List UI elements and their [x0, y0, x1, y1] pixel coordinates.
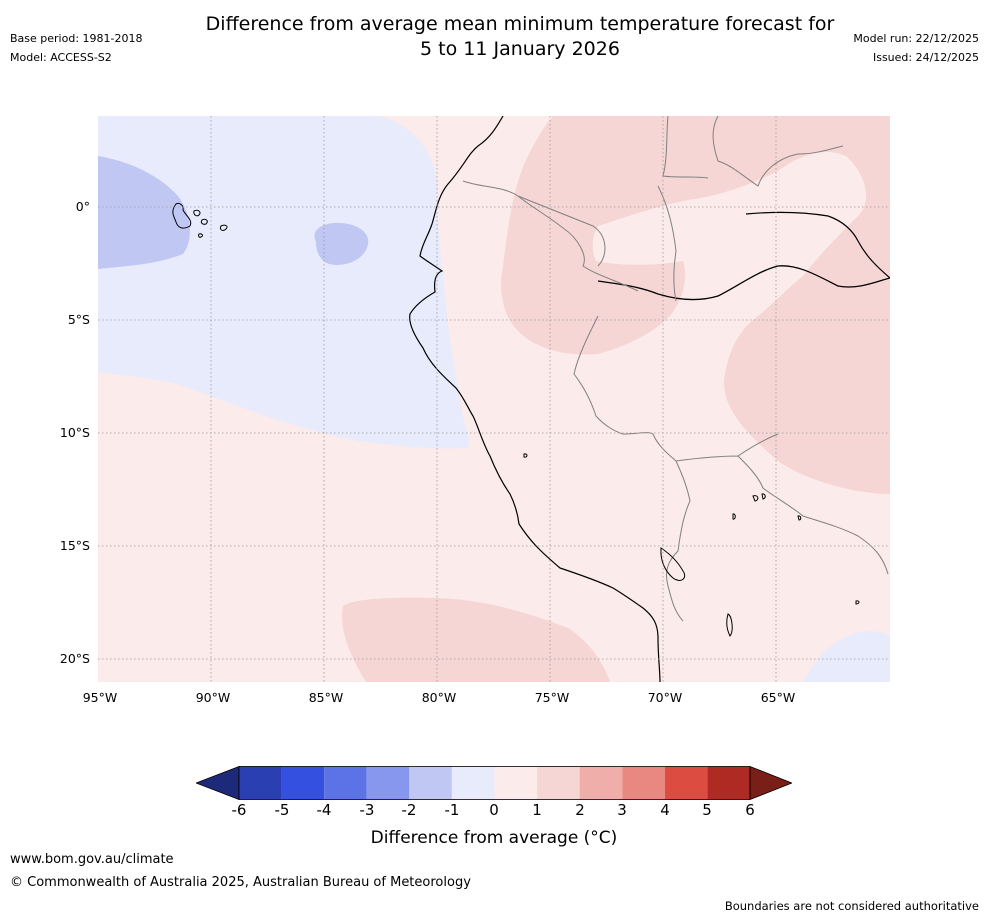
region-cool-southeast [804, 631, 890, 682]
lat-label-15s: 15°S [59, 538, 90, 553]
small-lakes [523, 453, 860, 637]
colorbar-cell [239, 766, 282, 800]
footer-url[interactable]: www.bom.gov.au/climate [10, 852, 174, 867]
chart-title: Difference from average mean minimum tem… [0, 12, 988, 62]
colorbar-cell [324, 766, 367, 800]
lake-4 [732, 513, 736, 520]
lon-label-90w: 90°W [195, 690, 231, 705]
lon-label-80w: 80°W [421, 690, 457, 705]
colorbar-extend-low [196, 766, 240, 800]
colorbar-tick: 6 [745, 801, 755, 819]
lake-titicaca [660, 547, 686, 581]
title-line-2: 5 to 11 January 2026 [420, 38, 620, 60]
lake-6 [855, 600, 860, 605]
lon-label-75w: 75°W [534, 690, 570, 705]
lat-label-20s: 20°S [59, 651, 90, 666]
lat-label-0: 0° [75, 199, 90, 214]
coastline-galapagos-4 [220, 224, 228, 231]
model-name: Model: ACCESS-S2 [10, 51, 112, 64]
region-warm-south-pacific [342, 597, 610, 682]
colorbar-tick: 2 [575, 801, 585, 819]
river-upper-amazon [745, 211, 890, 279]
coastline-galapagos-5 [198, 233, 203, 238]
lon-label-70w: 70°W [647, 690, 683, 705]
colorbar-cell [622, 766, 665, 800]
colorbar-tick: -6 [231, 801, 247, 819]
colorbar [196, 766, 792, 800]
colorbar-tick: 3 [617, 801, 627, 819]
colorbar-tick: -2 [401, 801, 417, 819]
coastline-galapagos-2 [193, 209, 201, 217]
colorbar-tick: -1 [444, 801, 460, 819]
region-cool-pacific [98, 116, 470, 449]
colorbar-cell [494, 766, 538, 800]
lake-1 [523, 453, 528, 458]
colorbar-cell [579, 766, 623, 800]
colorbar-tick: 1 [532, 801, 542, 819]
region-warm-amazon [501, 116, 890, 494]
colorbar-cell [451, 766, 495, 800]
colorbar-cell [281, 766, 325, 800]
lat-label-5s: 5°S [67, 312, 90, 327]
region-cool-offshore [314, 222, 369, 265]
amazon-river [597, 265, 890, 301]
colorbar-cell [366, 766, 410, 800]
footer-copyright: © Commonwealth of Australia 2025, Austra… [10, 875, 471, 890]
colorbar-extend-high [749, 766, 792, 800]
lake-7 [726, 613, 733, 637]
graticule [98, 116, 890, 682]
coastline-galapagos-3 [200, 218, 208, 225]
colorbar-cell [537, 766, 580, 800]
base-period: Base period: 1981-2018 [10, 32, 143, 45]
footer-disclaimer: Boundaries are not considered authoritat… [724, 899, 979, 913]
region-cool-galapagos [98, 156, 190, 269]
colorbar-cells [196, 766, 792, 800]
colorbar-outline [238, 766, 751, 800]
lake-2 [752, 495, 759, 502]
model-run: Model run: 22/12/2025 [853, 32, 979, 45]
lon-label-85w: 85°W [308, 690, 344, 705]
colorbar-cell [409, 766, 452, 800]
issued-date: Issued: 24/12/2025 [872, 51, 979, 64]
colorbar-tick: -5 [274, 801, 290, 819]
colorbar-tick: 4 [660, 801, 670, 819]
colorbar-tick: 0 [489, 801, 499, 819]
coastline-south-america [409, 116, 661, 682]
colorbar-cell [707, 766, 750, 800]
colorbar-tick: -4 [316, 801, 332, 819]
title-line-1: Difference from average mean minimum tem… [205, 13, 835, 35]
colorbar-cell [664, 766, 708, 800]
colorbar-tick: 5 [702, 801, 712, 819]
lon-label-65w: 65°W [760, 690, 796, 705]
colorbar-tick: -3 [359, 801, 375, 819]
lake-5 [797, 515, 802, 521]
lon-label-95w: 95°W [82, 690, 118, 705]
forecast-map [98, 116, 890, 682]
lat-label-10s: 10°S [59, 425, 90, 440]
colorbar-label: Difference from average (°C) [370, 828, 618, 848]
lake-3 [761, 493, 766, 500]
lake-titicaca-outline [660, 547, 686, 581]
